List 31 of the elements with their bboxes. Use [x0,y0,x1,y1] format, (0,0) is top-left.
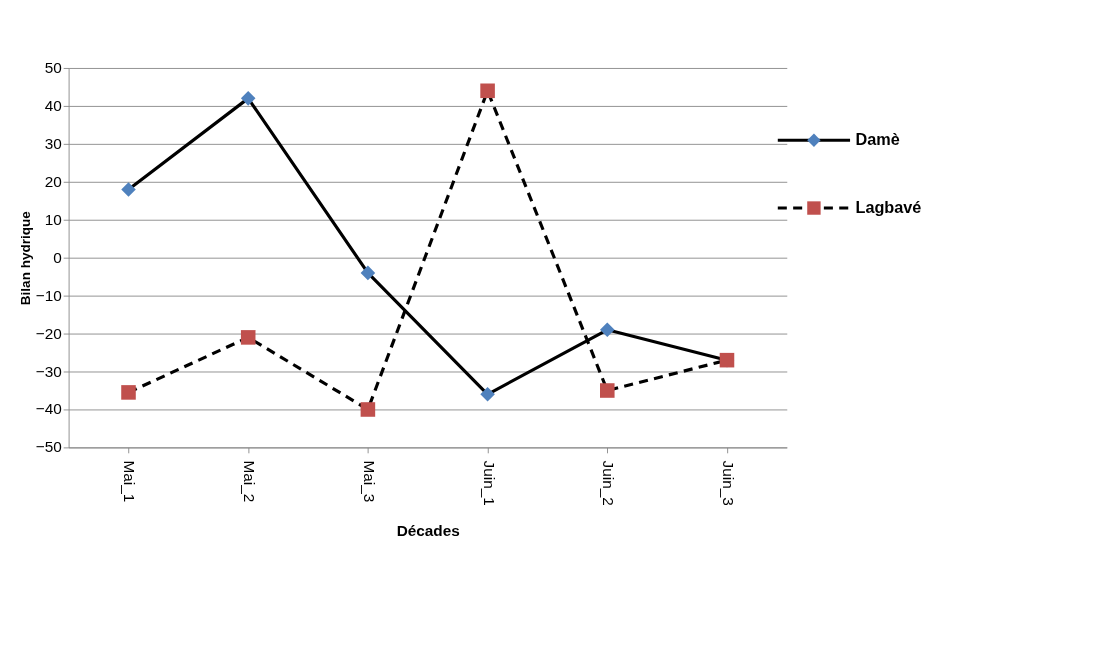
point [121,385,136,400]
point [121,182,136,197]
y-tick-label: −30 [35,362,62,380]
point [600,322,615,338]
point [240,91,256,106]
y-tick-label: 40 [44,96,62,114]
y-axis-title: Bilan hydrique [17,210,33,306]
x-tick-label: Juin_2 [600,460,618,506]
y-tick-label: 20 [44,172,62,190]
point [240,330,256,345]
point [480,83,495,99]
x-tick-label: Mai_2 [241,460,259,503]
x-tick-label: Mai_1 [121,460,139,503]
y-tick-label: −10 [35,286,62,304]
y-tick-label: −40 [35,400,62,418]
point [360,265,376,281]
x-axis-title: Décades [396,521,460,539]
y-tick-label: 50 [44,58,62,76]
legend-label: Lagbavé [855,197,922,216]
y-tick-label: −50 [35,438,62,456]
x-tick-label: Juin_3 [719,460,737,506]
y-tick-label: 10 [44,210,62,228]
y-tick-label: −20 [35,324,62,342]
y-tick-label: 0 [53,248,62,266]
point [480,387,495,402]
x-tick-label: Juin_1 [480,460,498,506]
y-tick-label: 30 [44,134,62,152]
legend-label: Damè [855,129,900,148]
point [360,402,376,417]
x-tick-label: Mai_3 [360,460,378,503]
point [600,383,615,398]
